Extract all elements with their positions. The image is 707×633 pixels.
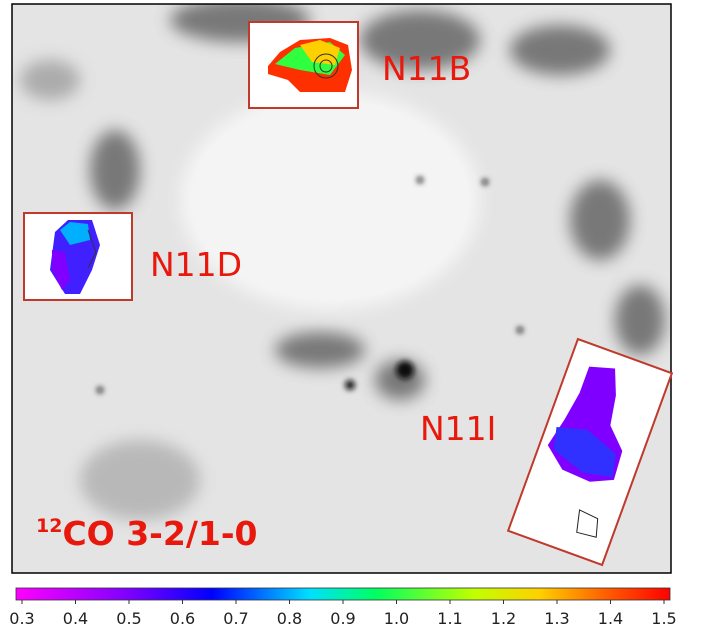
region-label: N11D <box>150 245 242 284</box>
colorbar-tick-label: 1.5 <box>651 609 676 628</box>
title-superscript: 12 <box>36 515 62 537</box>
colorbar-tick-label: 0.9 <box>330 609 355 628</box>
inset-n11d <box>24 213 132 300</box>
colorbar-tick-label: 0.6 <box>170 609 195 628</box>
colorbar-tick-label: 0.4 <box>63 609 88 628</box>
inset-n11b <box>249 22 358 108</box>
colorbar-tick-label: 1.1 <box>437 609 462 628</box>
page: N11B N11D N11I 12CO 3-2/1-0 0.3 0.4 0.5 0.6… <box>0 0 707 633</box>
title-text: CO 3-2/1-0 <box>62 514 257 553</box>
colorbar-tick-label: 1.4 <box>598 609 623 628</box>
figure: N11B N11D N11I 12CO 3-2/1-0 0.3 0.4 0.5 0.6… <box>0 0 707 633</box>
colorbar-tick-label: 1.3 <box>544 609 569 628</box>
colorbar-tick-label: 0.7 <box>223 609 248 628</box>
colorbar-tick-label: 1.2 <box>491 609 516 628</box>
region-label: N11B <box>382 49 471 88</box>
region-label: N11I <box>420 409 496 448</box>
ratio-title: 12CO 3-2/1-0 <box>36 514 258 553</box>
colorbar-tick-label: 0.5 <box>116 609 141 628</box>
colorbar-tick-label: 0.8 <box>277 609 302 628</box>
colorbar <box>16 588 670 600</box>
colorbar-tick-label: 1.0 <box>384 609 409 628</box>
colorbar-tick-label: 0.3 <box>9 609 34 628</box>
